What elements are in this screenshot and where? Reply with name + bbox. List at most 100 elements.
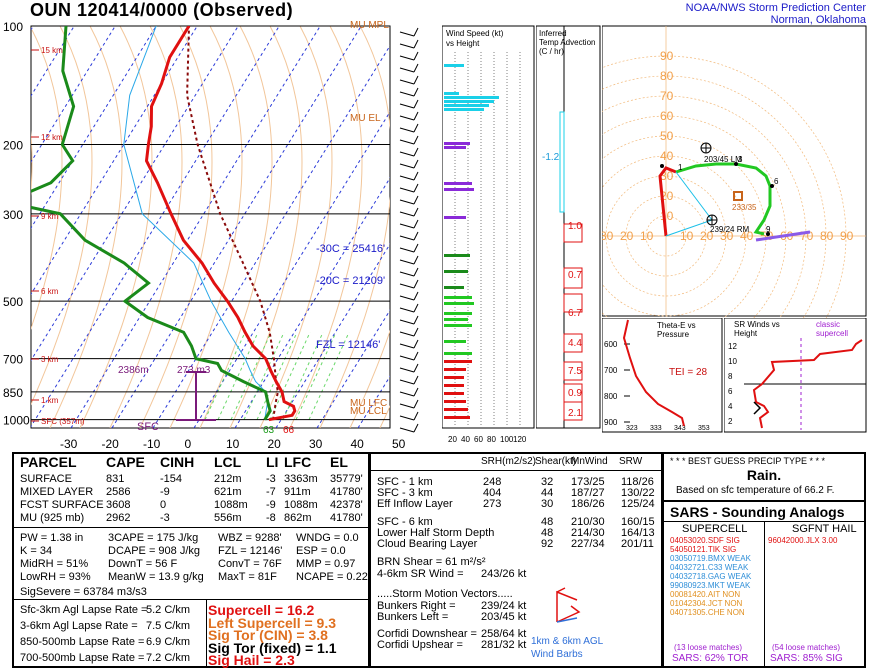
composite-index: Sig Tor (fixed) = 1.1 xyxy=(208,639,337,656)
parcel-row: 862m xyxy=(284,512,312,524)
sars-supercell-match: 54050121.TIK SIG xyxy=(670,545,737,554)
kin-cell: Lower Half Storm Depth xyxy=(377,527,495,539)
hodo-ring-label: 40 xyxy=(740,229,754,243)
hodo-ring-label: 80 xyxy=(660,69,674,83)
parcel-row: 556m xyxy=(214,512,242,524)
sars-supercell-match: 04071305.CHE NON xyxy=(670,608,745,617)
index-cell: PW = 1.38 in xyxy=(20,532,84,544)
pressure-tick: 100 xyxy=(3,20,23,34)
height-label: 9 km xyxy=(41,212,59,221)
kinematics-panel: SRH(m2/s2) Shear(kt) MnWind SRW SFC - 1 km 24… xyxy=(369,452,663,668)
kin-header: SRH(m2/s2) xyxy=(481,456,537,467)
wind-ticks: 20 40 60 80 100 120 xyxy=(448,435,527,444)
parcel-row: 621m xyxy=(214,486,242,498)
parcel-row: 1088m xyxy=(214,499,248,511)
kin-cell: 32 xyxy=(541,476,554,488)
wind-bar xyxy=(444,400,466,403)
index-cell: MaxT = 81F xyxy=(218,571,277,583)
kin-cell: 125/24 xyxy=(621,498,655,510)
skewt-profiles xyxy=(31,26,297,422)
parcel-row: 911m xyxy=(284,486,311,498)
temp-tick: -10 xyxy=(143,437,161,451)
hodo-ring-label: 60 xyxy=(660,109,674,123)
skewt-frame xyxy=(30,25,391,429)
parcel-row: 35779' xyxy=(330,473,363,485)
tadv-bar xyxy=(563,361,583,381)
hodo-ring-label: 80 xyxy=(820,229,834,243)
parcel-row: 41780' xyxy=(330,486,363,498)
sr-46km-label: 4-6km SR Wind = xyxy=(377,568,464,580)
parcel-row: -9 xyxy=(160,486,170,498)
corfidi-down-label: Corfidi Downshear = xyxy=(377,628,477,640)
label-273m3: 273 m3 xyxy=(177,365,211,376)
wind-bar xyxy=(444,376,464,379)
storm-motion-title: .....Storm Motion Vectors..... xyxy=(377,588,513,600)
index-cell: DCAPE = 908 J/kg xyxy=(108,545,201,557)
sr-winds-panel: SR Winds vs Height classic supercell 121… xyxy=(724,318,867,433)
theta-x-tick: 343 xyxy=(674,425,686,432)
kin-cell: 248 xyxy=(483,476,502,488)
tadv-bar xyxy=(563,293,583,313)
kin-cell: 214/30 xyxy=(571,527,605,539)
sars-supercell-match: 04053020.SDF SIG xyxy=(670,536,740,545)
srw-title1: SR Winds vs xyxy=(734,320,780,329)
kin-cell: 44 xyxy=(541,487,554,499)
hodo-ring-label: 90 xyxy=(660,49,674,63)
parcel-row: 42378' xyxy=(330,499,363,511)
wind-bar xyxy=(444,392,464,395)
kin-cell: SFC - 3 km xyxy=(377,487,433,499)
wind-bar xyxy=(444,216,466,219)
index-cell: FZL = 12146' xyxy=(218,545,283,557)
height-label: 6 km xyxy=(41,287,59,296)
theta-title1: Theta-E vs xyxy=(657,321,696,330)
tadv-bar xyxy=(563,267,583,289)
label-mu-el: MU EL xyxy=(350,113,381,124)
theta-p-tick: 800 xyxy=(604,392,618,401)
brn-shear: BRN Shear = 61 m²/s² xyxy=(377,556,486,568)
wind-bar xyxy=(444,340,466,343)
parcel-row: 3363m xyxy=(284,473,318,485)
divider xyxy=(14,599,368,600)
kin-cell: SFC - 1 km xyxy=(377,476,433,488)
kin-cell: 173/25 xyxy=(571,476,605,488)
lapse-cell: 3-6km Agl Lapse Rate = xyxy=(20,620,138,632)
sars-title: SARS - Sounding Analogs xyxy=(670,504,845,520)
wind-tick: 20 xyxy=(448,435,457,444)
parcel-row: 3608 xyxy=(106,499,131,511)
index-cell: ESP = 0.0 xyxy=(296,545,346,557)
tadv-value: 2.1 xyxy=(568,408,582,419)
lapse-cell: 7.2 C/km xyxy=(146,652,191,664)
wind-tick: 60 xyxy=(474,435,483,444)
corfidi-down-value: 258/64 kt xyxy=(481,628,527,640)
tadv-value: 0.9 xyxy=(568,388,582,399)
pressure-tick: 300 xyxy=(3,208,23,222)
height-label: 15 km xyxy=(41,46,63,55)
hodograph-panel: 9090908080807070706060605050504040403030… xyxy=(602,25,867,318)
label-fzl: FZL = 12146' xyxy=(316,339,380,351)
hodo-rm: 239/24 RM xyxy=(710,225,749,234)
bunkers-left-value: 203/45 kt xyxy=(481,611,527,623)
tadv-title2: Temp Advection xyxy=(539,38,595,47)
wind-tick: 80 xyxy=(487,435,496,444)
temp-tick: 10 xyxy=(226,437,240,451)
lapse-cell: 850-500mb Lapse Rate = xyxy=(20,636,145,648)
sars-hail-match: 96042000.JLX 3.00 xyxy=(768,536,838,545)
parcel-row: MU (925 mb) xyxy=(20,512,85,524)
tadv-bar xyxy=(563,223,583,243)
kin-cell: Cloud Bearing Layer xyxy=(377,538,478,550)
label-20c: -20C = 21209' xyxy=(316,275,385,287)
wind-grid xyxy=(454,52,521,426)
sigsevere: SigSevere = 63784 m3/s3 xyxy=(20,586,147,598)
kin-cell: 130/22 xyxy=(621,487,655,499)
label-30c: -30C = 25416' xyxy=(316,243,385,255)
parcel-header: CAPE xyxy=(106,454,145,470)
barb-label1: 1km & 6km AGL xyxy=(531,636,604,647)
theta-p-tick: 900 xyxy=(604,418,618,427)
parcel-header: LI xyxy=(266,454,279,470)
parcel-row: -3 xyxy=(266,473,276,485)
hodo-ring-label: 10 xyxy=(640,229,654,243)
parcel-row: FCST SURFACE xyxy=(20,499,104,511)
height-label: SFC (357m) xyxy=(41,417,85,426)
height-label: 1 km xyxy=(41,396,59,405)
bunkers-right-label: Bunkers Right = xyxy=(377,600,456,612)
